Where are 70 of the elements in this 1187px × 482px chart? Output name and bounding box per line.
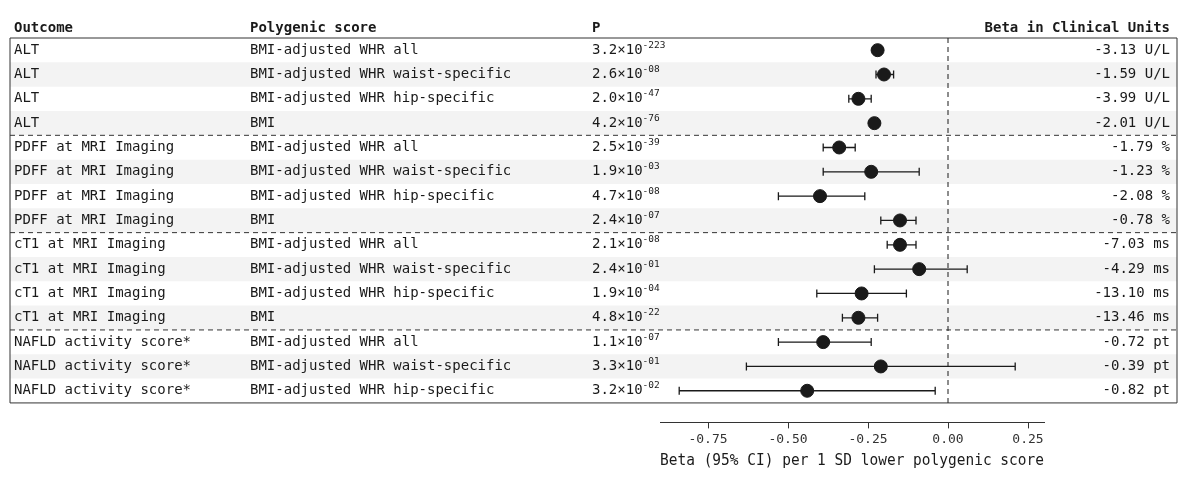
text: BMI — [250, 211, 276, 228]
text: BMI-adjusted WHR waist-specific — [250, 357, 512, 374]
point — [893, 237, 907, 252]
text: ALT — [14, 89, 40, 106]
point — [800, 383, 815, 398]
point — [851, 310, 866, 325]
text: -7.03 ms — [1102, 235, 1171, 252]
text: BMI-adjusted WHR hip-specific — [250, 186, 495, 203]
text: BMI-adjusted WHR hip-specific — [250, 381, 495, 398]
text: NAFLD activity score* — [14, 357, 192, 374]
text: ALT — [14, 113, 40, 130]
text: -0.39 pt — [1102, 357, 1171, 374]
text: cT1 at MRI Imaging — [14, 235, 166, 252]
point — [854, 286, 869, 301]
text: -1.59 U/L — [1094, 65, 1170, 82]
text: PDFF at MRI Imaging — [14, 186, 175, 203]
point — [813, 189, 827, 204]
point — [864, 164, 879, 179]
text: -1.79 % — [1111, 138, 1171, 155]
point — [893, 213, 907, 228]
x-tick-label: 0.00 — [932, 430, 964, 446]
text: -1.23 % — [1111, 162, 1171, 179]
text: -3.99 U/L — [1094, 89, 1170, 106]
text: -13.10 ms — [1094, 284, 1170, 301]
text: BMI-adjusted WHR all — [250, 138, 419, 155]
point — [912, 262, 927, 277]
x-tick-label: 0.25 — [1012, 430, 1044, 446]
text: BMI — [250, 308, 276, 325]
text: -0.78 % — [1111, 211, 1171, 228]
text: BMI-adjusted WHR hip-specific — [250, 284, 495, 301]
text: BMI-adjusted WHR hip-specific — [250, 89, 495, 106]
point — [851, 91, 866, 106]
point — [873, 359, 888, 374]
text: BMI-adjusted WHR all — [250, 40, 419, 57]
point — [816, 335, 831, 350]
point — [877, 67, 891, 82]
text: PDFF at MRI Imaging — [14, 211, 175, 228]
x-tick-label: -0.75 — [688, 430, 728, 446]
text: BMI-adjusted WHR waist-specific — [250, 259, 512, 276]
text: -0.72 pt — [1102, 332, 1171, 349]
text: -2.08 % — [1111, 186, 1171, 203]
text: BMI-adjusted WHR waist-specific — [250, 65, 512, 82]
text: cT1 at MRI Imaging — [14, 308, 166, 325]
point — [867, 116, 882, 131]
text: -2.01 U/L — [1094, 113, 1170, 130]
x-tick-label: -0.50 — [768, 430, 808, 446]
text: BMI-adjusted WHR all — [250, 235, 419, 252]
x-tick-label: -0.25 — [848, 430, 888, 446]
text: PDFF at MRI Imaging — [14, 162, 175, 179]
text: ALT — [14, 65, 40, 82]
text: NAFLD activity score* — [14, 381, 192, 398]
text: -0.82 pt — [1102, 381, 1171, 398]
text: BMI — [250, 113, 276, 130]
point — [832, 140, 847, 155]
text: BMI-adjusted WHR waist-specific — [250, 162, 512, 179]
text: -4.29 ms — [1102, 259, 1171, 276]
text: ALT — [14, 40, 40, 57]
text: -3.13 U/L — [1094, 40, 1170, 57]
text: -13.46 ms — [1094, 308, 1170, 325]
text: Polygenic score — [250, 18, 377, 35]
text: Beta in Clinical Units — [984, 18, 1171, 35]
point — [870, 43, 885, 58]
text: Outcome — [14, 18, 74, 35]
x-axis-title: Beta (95% CI) per 1 SD lower polygenic score — [660, 450, 1045, 468]
text: NAFLD activity score* — [14, 332, 192, 349]
text: cT1 at MRI Imaging — [14, 259, 166, 276]
text: P — [592, 18, 601, 35]
text: BMI-adjusted WHR all — [250, 332, 419, 349]
text: PDFF at MRI Imaging — [14, 138, 175, 155]
text: cT1 at MRI Imaging — [14, 284, 166, 301]
